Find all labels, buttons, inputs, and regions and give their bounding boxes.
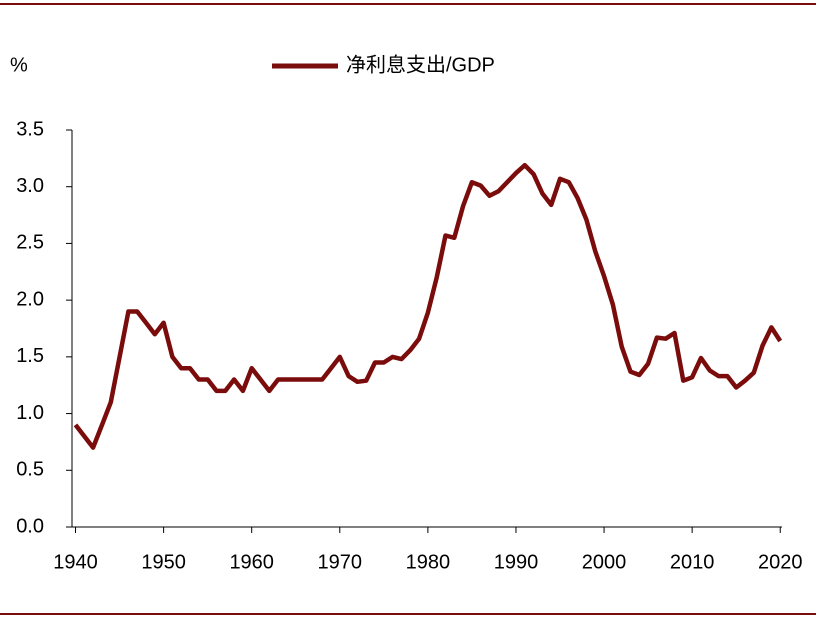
- x-tick-label: 1960: [229, 551, 274, 573]
- y-tick-label: 1.5: [16, 345, 44, 367]
- y-tick-label: 0.0: [16, 515, 44, 537]
- x-tick-label: 1990: [494, 551, 539, 573]
- x-tick-label: 1970: [318, 551, 363, 573]
- x-tick-label: 1940: [53, 551, 98, 573]
- y-tick-label: 1.0: [16, 402, 44, 424]
- y-axis-label: %: [10, 54, 28, 76]
- x-tick-label: 1980: [406, 551, 451, 573]
- legend-label: 净利息支出/GDP: [346, 53, 495, 76]
- y-tick-label: 2.0: [16, 288, 44, 310]
- line-series: [73, 162, 783, 450]
- y-tick-label: 3.5: [16, 118, 44, 140]
- y-tick-label: 0.5: [16, 459, 44, 481]
- x-tick-label: 2000: [582, 551, 627, 573]
- x-tick-label: 2010: [670, 551, 715, 573]
- x-tick-label: 1950: [141, 551, 186, 573]
- y-tick-label: 2.5: [16, 232, 44, 254]
- x-tick-label: 2020: [758, 551, 803, 573]
- y-tick-label: 3.0: [16, 175, 44, 197]
